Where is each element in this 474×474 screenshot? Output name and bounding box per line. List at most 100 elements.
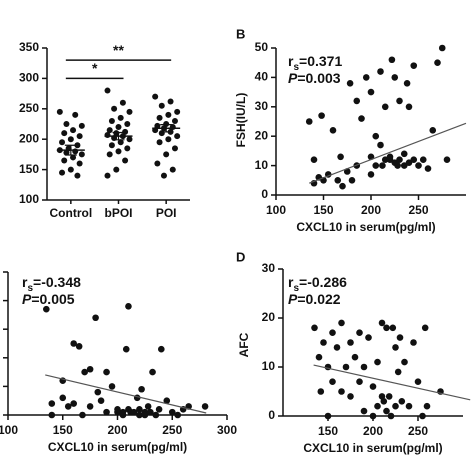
point	[310, 156, 318, 164]
point	[391, 74, 399, 81]
annotation-part: =0.005	[31, 291, 74, 307]
point	[115, 148, 122, 155]
annotation-part: P	[288, 70, 298, 86]
point	[122, 157, 129, 164]
point	[81, 368, 88, 376]
point	[372, 162, 380, 169]
point	[67, 166, 74, 173]
point	[92, 314, 99, 322]
x-tick-label: 150	[53, 423, 73, 437]
point	[394, 162, 401, 169]
point	[362, 74, 370, 81]
point	[415, 162, 422, 169]
point	[381, 103, 389, 111]
point	[338, 388, 345, 395]
point	[360, 407, 368, 415]
point	[156, 114, 163, 121]
point	[311, 324, 318, 332]
annotation-part: r	[288, 274, 294, 290]
point	[103, 408, 110, 416]
y-axis-label: AFC	[237, 332, 251, 357]
point	[147, 408, 154, 416]
point	[385, 393, 393, 400]
point	[70, 154, 77, 161]
point	[138, 385, 145, 393]
point	[169, 166, 176, 173]
point	[108, 383, 116, 390]
point	[317, 388, 325, 395]
y-tick-label: 200	[19, 131, 39, 145]
point	[342, 363, 350, 371]
point	[377, 68, 384, 75]
point	[119, 408, 127, 416]
point	[174, 133, 181, 140]
annotation: P=0.022	[288, 291, 341, 307]
point	[126, 136, 133, 143]
y-tick-label: 10	[255, 158, 269, 172]
point	[374, 358, 381, 366]
point	[152, 411, 160, 419]
x-tick-label: 150	[318, 424, 338, 438]
x-tick-label: 100	[0, 423, 18, 437]
point	[59, 139, 66, 146]
point	[356, 329, 363, 337]
point	[111, 105, 118, 112]
point	[48, 411, 56, 419]
point	[115, 124, 122, 131]
point	[174, 411, 182, 419]
point	[365, 334, 372, 341]
point	[367, 171, 375, 178]
point	[396, 156, 403, 164]
point	[104, 87, 111, 94]
point	[434, 59, 441, 66]
annotation-part: s	[293, 283, 299, 294]
y-tick-label: 50	[255, 40, 269, 54]
point	[329, 329, 336, 337]
panel-label: D	[236, 249, 245, 264]
panel-label: B	[236, 26, 245, 41]
annotation-part: =0.371	[299, 53, 342, 69]
point	[72, 148, 79, 155]
point	[410, 156, 418, 164]
point	[86, 403, 94, 410]
point	[56, 108, 63, 115]
point	[141, 411, 149, 419]
point	[378, 319, 386, 327]
point	[167, 98, 174, 105]
point	[74, 172, 81, 179]
y-tick-label: 20	[255, 128, 269, 142]
point	[410, 62, 418, 69]
point	[160, 172, 167, 179]
point	[59, 169, 66, 176]
point	[424, 165, 432, 172]
point	[401, 358, 408, 366]
point	[414, 378, 422, 386]
point	[70, 127, 77, 134]
point	[398, 398, 406, 405]
point	[70, 340, 77, 347]
point	[400, 150, 408, 158]
annotation-part: r	[288, 53, 294, 69]
x-tick-label: 150	[313, 203, 333, 217]
point	[315, 353, 323, 361]
point	[405, 159, 413, 166]
point	[155, 405, 163, 413]
point	[158, 345, 165, 353]
annotation-part: =-0.348	[33, 274, 81, 290]
y-tick-label: 300	[19, 71, 39, 85]
point	[43, 305, 50, 313]
significance-label: **	[113, 42, 124, 58]
point	[333, 344, 341, 351]
point	[124, 121, 131, 127]
point	[367, 88, 375, 96]
point	[106, 127, 113, 134]
point	[369, 383, 377, 390]
y-tick-label: 30	[262, 261, 276, 275]
y-tick-label: 100	[19, 192, 39, 206]
x-tick-label: 100	[266, 203, 286, 217]
point	[119, 99, 126, 106]
trend-line	[45, 374, 207, 414]
point	[347, 339, 354, 346]
x-tick-label: 250	[408, 203, 428, 217]
x-axis-label: CXCL10 in serum(pg/ml)	[303, 441, 442, 455]
